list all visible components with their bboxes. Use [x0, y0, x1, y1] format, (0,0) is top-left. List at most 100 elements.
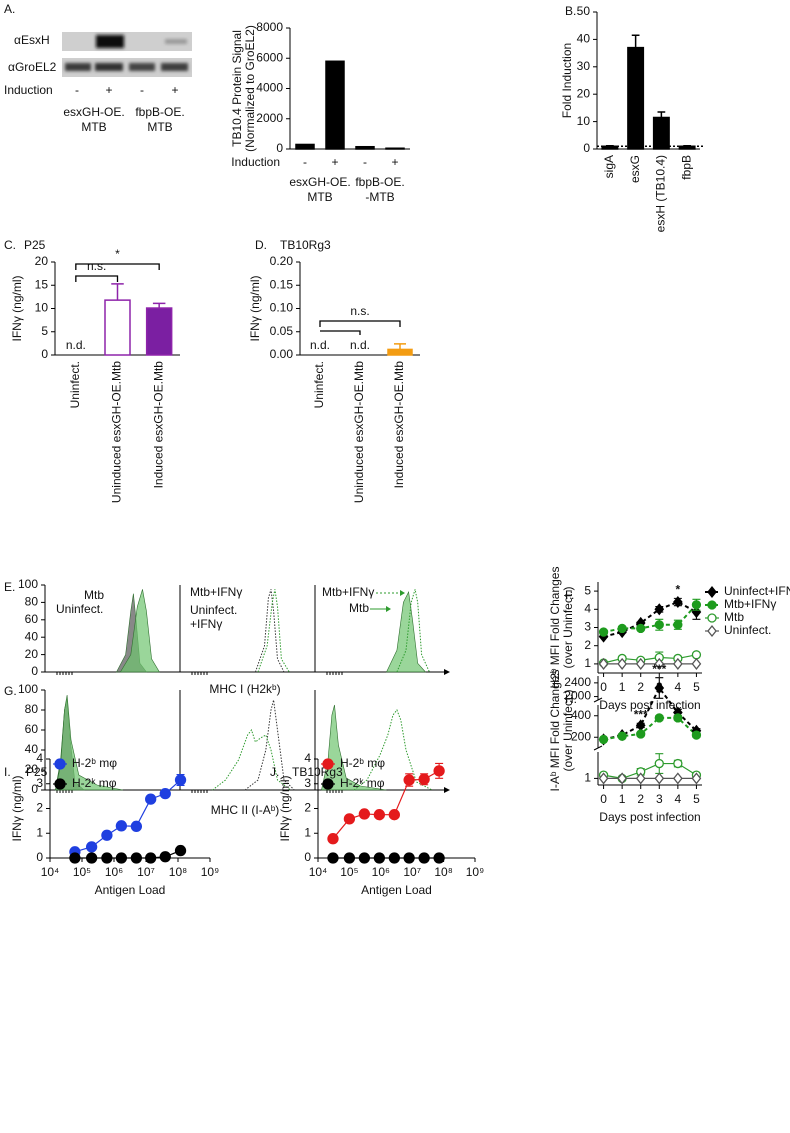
marker — [707, 624, 717, 638]
legend-label: H-2ᵇ mφ — [72, 756, 117, 770]
annotation: Mtb — [84, 588, 104, 602]
blot-row-label: αGroEL2 — [8, 60, 57, 74]
marker — [635, 657, 646, 670]
marker — [418, 852, 430, 864]
group-label: -MTB — [365, 190, 394, 204]
marker — [322, 778, 334, 790]
blot-band — [65, 63, 91, 71]
blot-strip — [62, 32, 192, 51]
y-tick-label: 4 — [304, 751, 311, 765]
group-label: esxGH-OE. — [289, 175, 350, 189]
group-label: MTB — [307, 190, 332, 204]
marker — [101, 829, 113, 841]
y-tick-label: 10 — [35, 301, 49, 315]
x-tick-label: 10⁸ — [169, 865, 187, 879]
y-tick-label: 0 — [304, 850, 311, 864]
legend-label: H-2ᵏ mφ — [340, 776, 385, 790]
significance-label: * — [115, 247, 120, 261]
x-axis-label: Antigen Load — [95, 883, 166, 897]
blot-band — [96, 35, 124, 48]
error-bar — [657, 111, 666, 118]
panel-label: A. — [4, 2, 15, 16]
marker — [343, 852, 356, 864]
y-axis-label: Fold Induction — [560, 43, 574, 118]
marker — [691, 657, 702, 670]
marker — [707, 613, 717, 623]
axis-arrow — [444, 669, 450, 675]
legend-label: Uninfect. — [724, 623, 771, 637]
x-tick-label: 10⁵ — [73, 865, 91, 879]
marker — [418, 773, 430, 785]
y-tick-label: 15 — [35, 277, 49, 291]
legend-label: H-2ᵏ mφ — [72, 776, 117, 790]
marker — [85, 841, 98, 853]
density-curve — [244, 699, 295, 791]
marker — [403, 852, 415, 864]
x-axis-label: Days post infection — [599, 698, 700, 712]
marker — [54, 778, 66, 790]
x-tick-label: 4 — [675, 792, 682, 806]
y-axis-label: IFNγ (ng/ml) — [10, 775, 24, 841]
bar — [387, 348, 413, 356]
y-tick-label: 0.15 — [270, 277, 294, 291]
y-tick-label: 80 — [25, 702, 39, 716]
y-tick-label: 0 — [276, 141, 283, 155]
y-tick-label: 2000 — [564, 689, 591, 703]
marker — [617, 623, 627, 634]
y-axis-label: TB10.4 Protein Signal — [230, 30, 244, 147]
marker — [654, 620, 664, 630]
y-tick-label: 1 — [584, 771, 591, 785]
marker — [433, 765, 445, 777]
marker — [433, 852, 445, 864]
legend-label: Uninfect+IFNγ — [724, 584, 790, 598]
y-tick-label: 100 — [18, 682, 38, 696]
error-bar — [394, 343, 406, 350]
y-tick-label: 0 — [41, 347, 48, 361]
x-tick-label: 1 — [619, 680, 626, 694]
x-tick-label: 10⁴ — [309, 865, 328, 879]
series-line — [603, 686, 698, 741]
value-label: n.d. — [66, 338, 86, 352]
y-tick-label: 40 — [577, 32, 591, 46]
annotation: Uninfect. — [56, 602, 103, 616]
legend-label: H-2ᵇ mφ — [340, 756, 385, 770]
x-tick-label: 10⁹ — [466, 865, 485, 879]
x-tick-label: 10⁷ — [137, 865, 155, 879]
marker — [101, 852, 113, 864]
density-curve — [353, 708, 433, 791]
x-tick-label: Induced esxGH-OE.Mtb — [392, 361, 406, 489]
x-tick-label: 10⁸ — [434, 865, 452, 879]
y-tick-label: 5 — [41, 324, 48, 338]
y-tick-label: 1 — [304, 825, 311, 839]
marker — [617, 731, 627, 741]
marker — [85, 852, 98, 864]
marker — [691, 730, 702, 740]
marker — [322, 758, 334, 770]
lane-label: + — [171, 83, 178, 97]
density-curve — [119, 589, 160, 673]
chart-title: P25 — [26, 765, 48, 779]
marker — [145, 793, 157, 805]
value-label: n.d. — [310, 338, 330, 352]
group-label: fbpB-OE. — [355, 175, 404, 189]
marker — [654, 681, 665, 695]
x-tick-label: 2 — [637, 792, 644, 806]
marker — [130, 852, 143, 864]
bar — [652, 116, 670, 150]
marker — [673, 595, 683, 609]
x-tick-label: 0 — [600, 792, 607, 806]
marker — [145, 852, 157, 864]
x-tick-label: Uninfect. — [68, 361, 82, 408]
x-tick-label: 5 — [693, 792, 700, 806]
blot-band — [95, 63, 123, 71]
bar — [295, 143, 315, 150]
x-tick-label: Uninduced esxGH-OE.Mtb — [110, 361, 124, 503]
y-tick-label: 0.05 — [270, 324, 294, 338]
y-axis-label: IFNγ (ng/ml) — [10, 275, 24, 341]
bar — [104, 299, 131, 356]
blot-band — [161, 63, 188, 71]
annotation: +IFNγ — [190, 617, 222, 631]
marker — [598, 772, 609, 785]
y-tick-label: 80 — [25, 595, 39, 609]
